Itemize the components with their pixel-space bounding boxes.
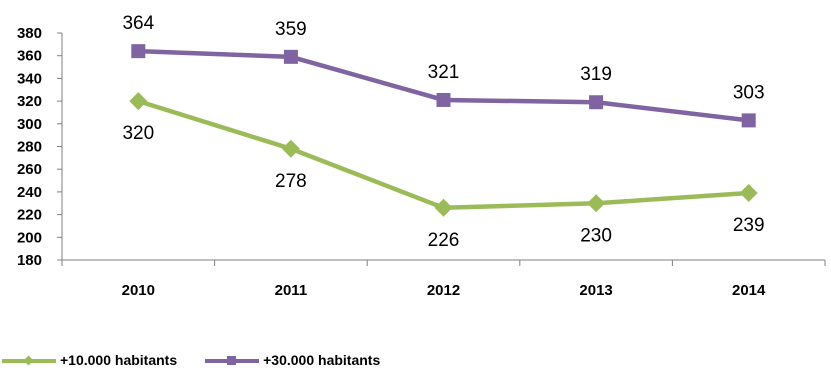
data-label: 320 <box>122 123 154 144</box>
data-label: 226 <box>428 230 460 251</box>
y-axis: 180 200 220 240 260 280 300 320 340 360 380 <box>17 25 63 269</box>
diamond-marker-icon <box>23 355 34 366</box>
legend: +10.000 habitants +30.000 habitants <box>0 352 380 368</box>
series-line-0 <box>137 98 749 211</box>
data-point-square <box>283 49 298 64</box>
legend-label: +30.000 habitants <box>263 352 381 368</box>
y-tick-label: 240 <box>17 184 42 201</box>
y-tick-label: 200 <box>17 229 42 246</box>
data-labels: 320 278 226 230 239 364 359 321 319 303 <box>122 13 764 251</box>
y-tick-label: 260 <box>17 161 42 178</box>
data-label: 239 <box>733 215 765 236</box>
legend-label: +10.000 habitants <box>60 352 178 368</box>
data-label: 364 <box>122 13 154 34</box>
y-tick-label: 300 <box>17 116 42 133</box>
legend-item-30000: +30.000 habitants <box>203 352 380 368</box>
x-axis: 2010 2011 2012 2013 2014 <box>61 259 826 299</box>
legend-key-purple <box>203 354 260 366</box>
y-tick-label: 340 <box>17 70 42 87</box>
y-tick-label: 360 <box>17 48 42 65</box>
y-tick-label: 180 <box>17 252 42 269</box>
square-marker-icon <box>227 356 237 365</box>
data-label: 303 <box>733 82 765 103</box>
data-point-diamond <box>587 194 606 213</box>
data-label: 319 <box>580 64 612 85</box>
data-label: 230 <box>580 225 612 246</box>
data-point-diamond <box>129 92 148 111</box>
data-point-square <box>589 95 604 110</box>
data-label: 278 <box>275 171 307 192</box>
x-tick-label: 2014 <box>732 282 766 299</box>
x-tick-label: 2013 <box>579 282 612 299</box>
y-tick-label: 320 <box>17 93 42 110</box>
data-point-diamond <box>434 198 453 217</box>
y-tick-label: 220 <box>17 207 42 224</box>
x-tick-label: 2011 <box>275 282 308 299</box>
legend-key-green <box>0 354 56 366</box>
y-tick-label: 380 <box>17 25 42 42</box>
data-label: 359 <box>275 19 307 40</box>
data-point-square <box>131 44 146 59</box>
data-label: 321 <box>428 62 460 83</box>
series-layer <box>129 44 758 217</box>
y-tick-label: 280 <box>17 139 42 156</box>
data-point-diamond <box>739 184 758 203</box>
x-tick-label: 2010 <box>122 282 155 299</box>
data-point-square <box>436 92 451 107</box>
data-point-square <box>741 113 756 128</box>
data-point-diamond <box>281 139 300 158</box>
legend-item-10000: +10.000 habitants <box>0 352 177 368</box>
x-tick-label: 2012 <box>427 282 460 299</box>
